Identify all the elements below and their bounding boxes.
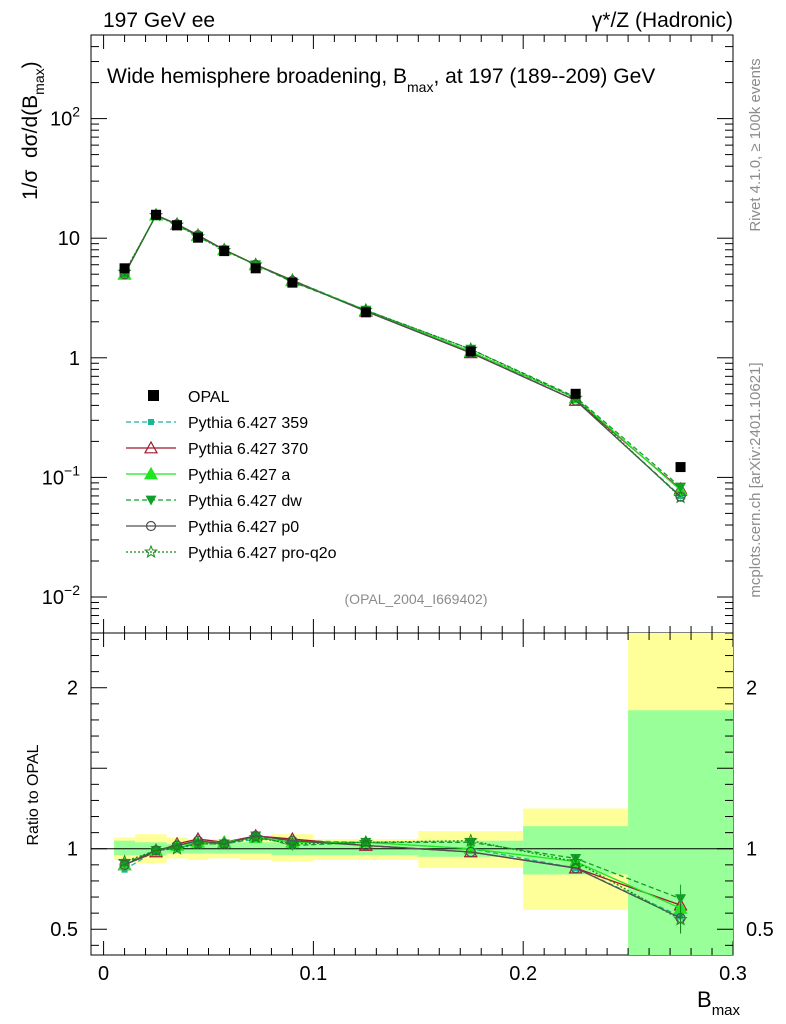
ratio-point-p0 bbox=[287, 835, 298, 846]
main-series bbox=[117, 207, 688, 504]
opal-point bbox=[151, 209, 162, 220]
ratio-point-pro-q2o bbox=[149, 842, 164, 857]
ratio-point-pro-q2o bbox=[248, 830, 263, 844]
opal-point bbox=[465, 346, 476, 357]
ratio-band-stat bbox=[114, 840, 136, 856]
axis-ticks bbox=[91, 34, 734, 955]
ratio-point-pro-q2o bbox=[217, 836, 232, 850]
series-point-dw bbox=[675, 482, 687, 493]
opal-points bbox=[119, 209, 686, 473]
legend-marker-a bbox=[143, 466, 159, 480]
y-label-main: dσ/d(Bmax) bbox=[19, 61, 47, 158]
legend-marker-359 bbox=[148, 419, 154, 425]
rivet-label: Rivet 4.1.0, ≥ 100k events bbox=[747, 58, 764, 231]
ratio-point-pro-q2o bbox=[285, 836, 300, 850]
ratio-point-pro-q2o bbox=[568, 854, 583, 868]
legend: OPAL Pythia 6.427 359 Pythia 6.427 370 Pyth… bbox=[126, 389, 337, 562]
y-tick-label: 102 bbox=[50, 104, 80, 131]
y-label-prefix: 1/σ bbox=[19, 169, 42, 200]
opal-point bbox=[570, 388, 581, 399]
legend-marker-370 bbox=[143, 440, 159, 454]
legend-label-a: Pythia 6.427 a bbox=[188, 467, 290, 484]
ratio-line-pro-q2o bbox=[124, 836, 681, 921]
ratio-tick-label: 2 bbox=[67, 678, 78, 700]
ratio-point-p0 bbox=[465, 846, 476, 858]
opal-point bbox=[172, 220, 183, 231]
y-tick-label: 10−1 bbox=[42, 462, 80, 489]
legend-label-359: Pythia 6.427 359 bbox=[188, 415, 308, 432]
ratio-tick-label: 1 bbox=[67, 839, 78, 861]
ratio-bands bbox=[114, 633, 733, 955]
opal-point bbox=[193, 232, 203, 243]
x-axis-label: Bmax bbox=[697, 987, 741, 1019]
header-left: 197 GeV ee bbox=[103, 9, 215, 32]
ratio-point-p0 bbox=[360, 840, 371, 851]
ratio-line-p0 bbox=[124, 835, 681, 919]
ratio-point-p0 bbox=[171, 840, 183, 851]
main-plot-frame bbox=[90, 34, 734, 634]
y-tick-label: 10 bbox=[58, 228, 80, 250]
header-right: γ*/Z (Hadronic) bbox=[592, 9, 733, 32]
legend-marker-p0 bbox=[145, 520, 157, 532]
x-tick-label: 0.2 bbox=[509, 963, 537, 985]
ratio-point-p0 bbox=[119, 859, 130, 870]
legend-label-pro-q2o: Pythia 6.427 pro-q2o bbox=[188, 545, 337, 562]
x-tick-label: 0.3 bbox=[719, 963, 747, 985]
ratio-point-dw bbox=[570, 854, 582, 864]
x-tick-label: 0 bbox=[98, 963, 109, 985]
legend-marker-dw bbox=[145, 495, 157, 506]
analysis-id: (OPAL_2004_I669402) bbox=[345, 591, 488, 607]
legend-marker-pro-q2o bbox=[143, 544, 159, 558]
opal-point bbox=[250, 263, 261, 274]
ratio-tick-label-right: 2 bbox=[746, 678, 757, 700]
legend-opal-marker bbox=[148, 390, 159, 401]
axis-tick-labels: 0 0.1 0.2 0.3 0.5 0.5 1 1 2 2 10−2 10−1 1 10 102 bbox=[42, 104, 774, 985]
ratio-point-pro-q2o bbox=[358, 834, 373, 849]
mcplots-label: mcplots.cern.ch [arXiv:2401.10621] bbox=[747, 362, 764, 597]
legend-label-dw: Pythia 6.427 dw bbox=[188, 493, 302, 510]
ratio-point-pro-q2o bbox=[190, 836, 206, 850]
ratio-point-p0 bbox=[192, 835, 204, 846]
series-point-pro-q2o bbox=[673, 490, 688, 504]
ratio-series bbox=[117, 828, 688, 934]
opal-point bbox=[287, 277, 298, 288]
opal-point bbox=[219, 246, 230, 257]
opal-point bbox=[360, 307, 371, 318]
ratio-tick-label-right: 0.5 bbox=[746, 919, 774, 941]
legend-label-p0: Pythia 6.427 p0 bbox=[188, 519, 299, 536]
chart-title: Wide hemisphere broadening, Bmax, at 197… bbox=[107, 65, 655, 95]
opal-point bbox=[675, 462, 686, 473]
ratio-tick-label-right: 1 bbox=[746, 839, 757, 861]
ratio-point-pro-q2o bbox=[463, 833, 478, 847]
y-tick-label: 1 bbox=[69, 348, 80, 370]
opal-point bbox=[119, 263, 130, 274]
y-axis-label: 1/σ dσ/d(Bmax) bbox=[19, 61, 47, 200]
legend-opal-label: OPAL bbox=[188, 389, 230, 406]
legend-label-370: Pythia 6.427 370 bbox=[188, 441, 308, 458]
ratio-axis-label: Ratio to OPAL bbox=[25, 744, 42, 845]
ratio-point-p0 bbox=[570, 862, 581, 874]
ratio-point-pro-q2o bbox=[117, 854, 132, 868]
ratio-tick-label: 0.5 bbox=[50, 919, 78, 941]
ratio-point-pro-q2o bbox=[170, 841, 185, 855]
y-tick-label: 10−2 bbox=[42, 582, 80, 609]
x-tick-label: 0.1 bbox=[299, 963, 327, 985]
ratio-band-stat bbox=[239, 842, 272, 854]
